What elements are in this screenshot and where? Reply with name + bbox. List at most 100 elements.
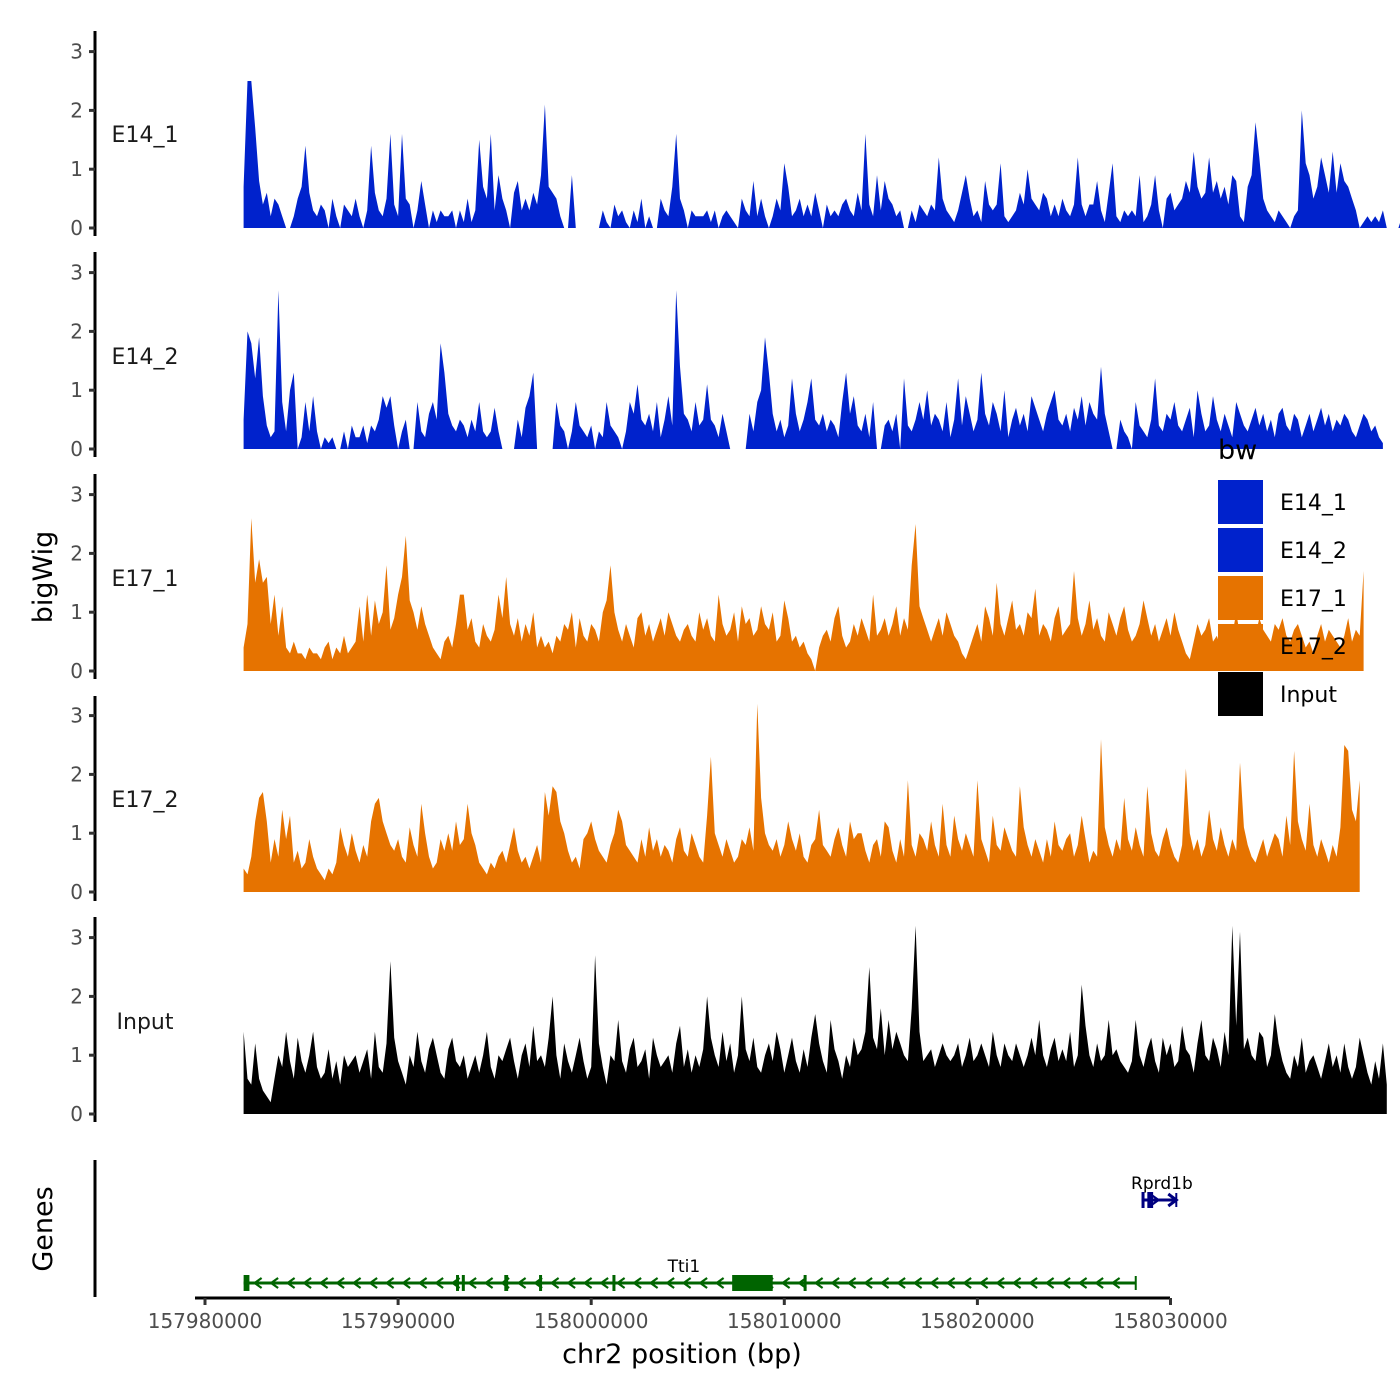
track-panel-e14-1: 0 1 2 3 E14_1: [70, 31, 1400, 240]
x-tick-label: 158020000: [920, 1309, 1035, 1333]
strand-arrow: [549, 1277, 560, 1289]
track-label: Input: [117, 1010, 174, 1035]
y-tick-label: 1: [70, 157, 83, 181]
track-label: E14_2: [112, 345, 179, 370]
gene-exon: [612, 1275, 616, 1291]
gene-track-title: Genes: [28, 1186, 59, 1271]
strand-arrow: [1094, 1277, 1104, 1289]
strand-arrow: [945, 1277, 956, 1289]
strand-arrow: [285, 1277, 296, 1289]
legend-label: E17_2: [1280, 635, 1347, 660]
strand-arrow: [1044, 1277, 1055, 1289]
x-axis: 157980000 157990000 158000000 158010000 1580…: [148, 1296, 1228, 1370]
gene-exon: [456, 1275, 460, 1291]
track-panel-input: 0 1 2 3 Input: [70, 917, 1387, 1126]
y-tick-label: 3: [70, 926, 83, 950]
track-label: E14_1: [112, 123, 179, 148]
track-panel-e17-1: 0 1 2 3 E17_1: [70, 474, 1364, 683]
strand-arrow: [566, 1277, 576, 1289]
legend-swatch: [1218, 528, 1263, 572]
y-axis-ticks: 0 1 2 3: [70, 926, 95, 1126]
strand-arrow: [665, 1277, 675, 1289]
strand-arrow: [252, 1277, 263, 1289]
y-axis-title: bigWig: [28, 531, 59, 624]
y-tick-label: 2: [70, 98, 83, 122]
strand-arrow: [698, 1277, 708, 1289]
y-tick-label: 3: [70, 483, 83, 507]
strand-arrow: [1167, 1192, 1179, 1208]
gene-exon: [1147, 1192, 1154, 1208]
y-axis-ticks: 0 1 2 3: [70, 261, 95, 461]
strand-arrow: [599, 1277, 609, 1289]
legend-swatch: [1218, 624, 1263, 668]
gene-track: Genes Tti1 Rprd1b: [28, 1160, 1193, 1297]
legend-item: Input: [1218, 672, 1337, 716]
strand-arrow: [318, 1277, 329, 1289]
gene-exon: [1141, 1192, 1145, 1208]
y-tick-label: 2: [70, 762, 83, 786]
strand-arrow: [483, 1277, 494, 1289]
strand-arrow: [896, 1277, 906, 1289]
legend-label: E17_1: [1280, 587, 1347, 612]
gene-tti1: Tti1: [243, 1257, 1137, 1291]
strand-arrow: [830, 1277, 840, 1289]
legend-title: bw: [1218, 435, 1257, 466]
strand-arrow: [401, 1277, 411, 1289]
x-tick-label: 158010000: [727, 1309, 842, 1333]
strand-arrow: [879, 1277, 890, 1289]
strand-arrow: [1110, 1277, 1121, 1289]
strand-arrow: [516, 1277, 527, 1289]
y-tick-label: 3: [70, 40, 83, 64]
y-tick-label: 2: [70, 541, 83, 565]
signal-area-e17-2: [243, 703, 1360, 892]
strand-arrow: [681, 1277, 692, 1289]
y-tick-label: 0: [70, 880, 83, 904]
legend-label: Input: [1280, 683, 1337, 708]
strand-arrow: [269, 1277, 279, 1289]
x-axis-title: chr2 position (bp): [562, 1339, 802, 1370]
strand-arrow: [467, 1277, 477, 1289]
legend-item: E14_2: [1218, 528, 1347, 572]
strand-arrow: [962, 1277, 972, 1289]
track-label: E17_2: [112, 788, 179, 813]
track-label: E17_1: [112, 567, 179, 592]
strand-arrow: [582, 1277, 593, 1289]
y-tick-label: 1: [70, 1043, 83, 1067]
strand-arrow: [912, 1277, 923, 1289]
signal-area-e14-2: [243, 290, 1383, 449]
strand-arrow: [384, 1277, 395, 1289]
strand-arrow: [929, 1277, 939, 1289]
x-axis-ticks: 157980000 157990000 158000000 158010000 1580…: [148, 1298, 1228, 1333]
y-tick-label: 2: [70, 984, 83, 1008]
strand-arrow: [351, 1277, 362, 1289]
signal-area-e17-1: [243, 518, 1364, 671]
gene-exon: [539, 1275, 543, 1291]
strand-arrow: [417, 1277, 428, 1289]
y-tick-label: 1: [70, 600, 83, 624]
gene-exon: [504, 1275, 509, 1291]
gene-models: Tti1 Rprd1b: [243, 1174, 1193, 1291]
y-axis-ticks: 0 1 2 3: [70, 704, 95, 904]
strand-arrow: [846, 1277, 857, 1289]
strand-arrow: [1011, 1277, 1022, 1289]
legend: bw E14_1 E14_2 E17_1 E17_2 Input: [1218, 435, 1347, 716]
legend-item: E14_1: [1218, 480, 1347, 524]
y-axis-ticks: 0 1 2 3: [70, 483, 95, 683]
gene-label: Tti1: [667, 1257, 701, 1277]
y-tick-label: 3: [70, 704, 83, 728]
track-panel-e17-2: 0 1 2 3 E17_2: [70, 696, 1360, 904]
strand-arrow: [632, 1277, 642, 1289]
y-tick-label: 0: [70, 659, 83, 683]
strand-arrow: [780, 1277, 791, 1289]
y-tick-label: 1: [70, 378, 83, 402]
strand-arrow: [813, 1277, 824, 1289]
y-tick-label: 0: [70, 1102, 83, 1126]
strand-arrow: [978, 1277, 989, 1289]
strand-arrow: [368, 1277, 378, 1289]
y-tick-label: 1: [70, 821, 83, 845]
strand-arrow: [648, 1277, 659, 1289]
gene-label: Rprd1b: [1131, 1174, 1193, 1194]
legend-swatch: [1218, 672, 1263, 716]
y-tick-label: 2: [70, 319, 83, 343]
strand-arrow: [1061, 1277, 1071, 1289]
